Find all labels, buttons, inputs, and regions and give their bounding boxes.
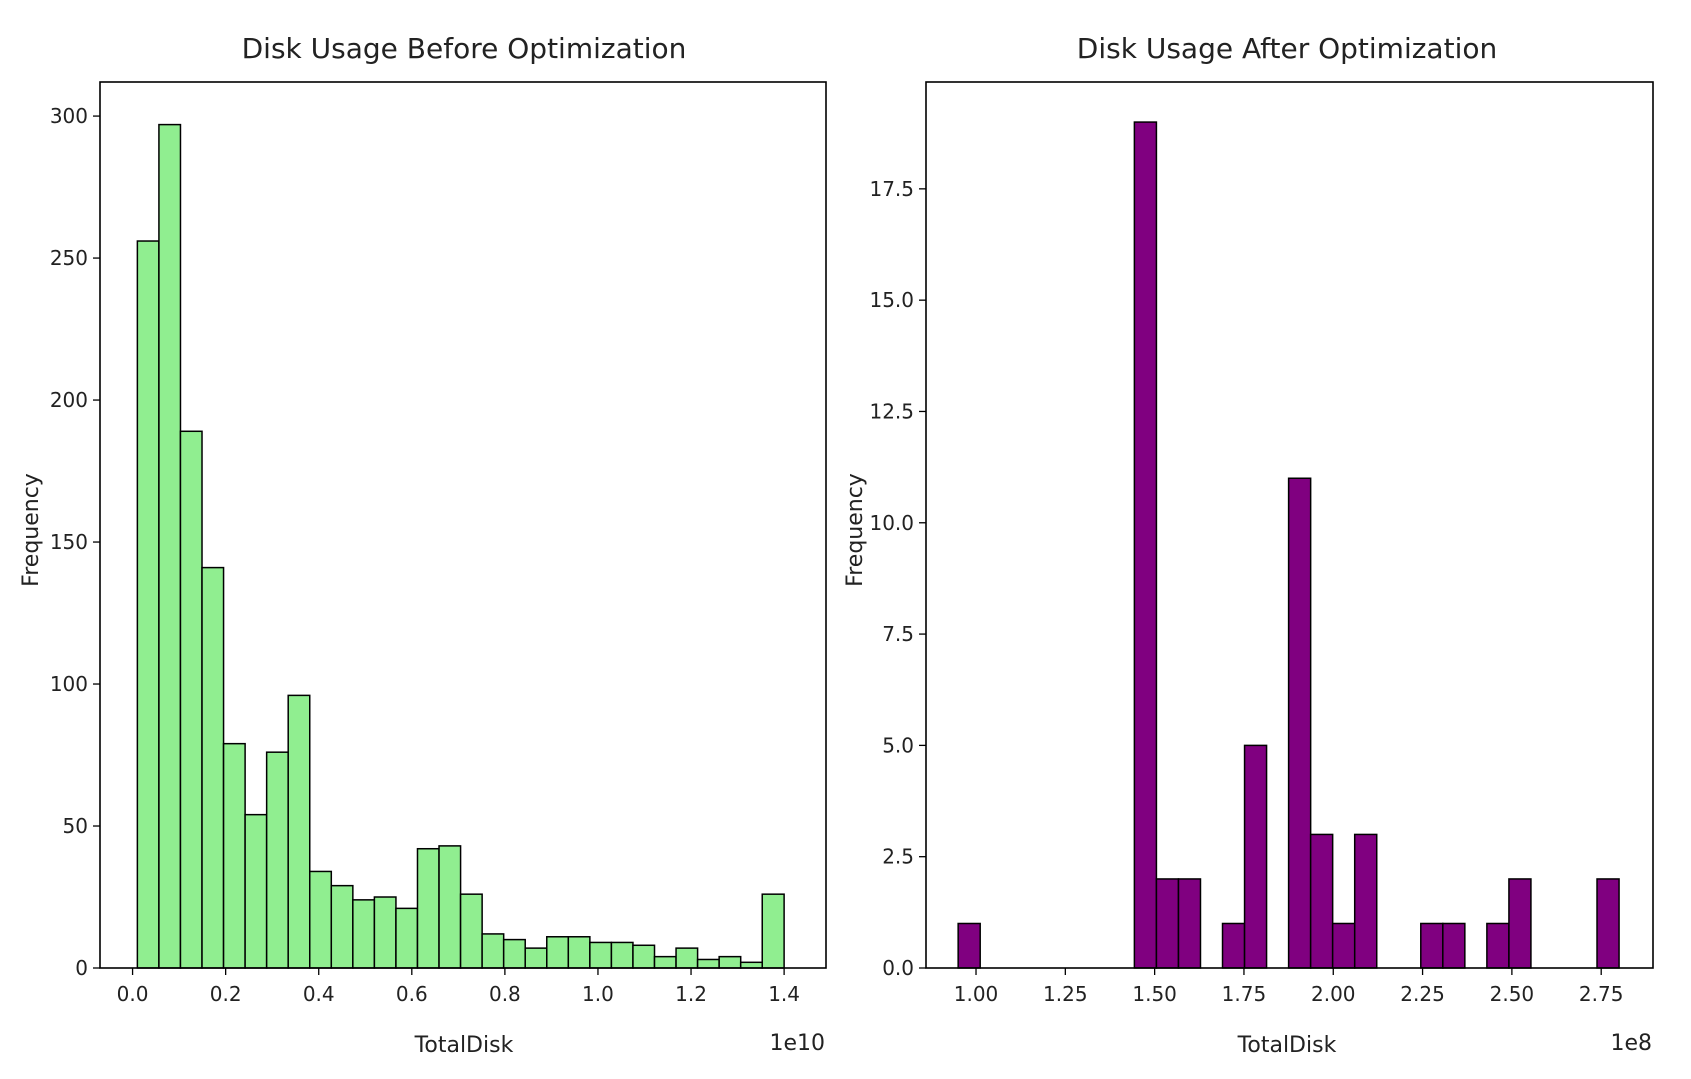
histogram-bar <box>222 742 246 969</box>
histogram-bar <box>718 955 742 969</box>
y-tick-label: 10.0 <box>869 511 914 535</box>
histogram-bar <box>309 870 333 969</box>
x-axis-label: TotalDisk <box>1237 1033 1337 1058</box>
histogram-bar <box>761 893 785 969</box>
left-histogram-panel: Disk Usage Before Optimization TotalDisk… <box>19 32 827 1058</box>
histogram-bar <box>1309 833 1334 969</box>
histogram-bar <box>524 947 548 969</box>
y-tick-label: 17.5 <box>869 177 914 201</box>
y-tick-label: 150 <box>50 530 88 554</box>
histogram-bar <box>696 958 720 969</box>
y-tick-label: 300 <box>50 104 88 128</box>
y-tick-label: 0.0 <box>882 956 914 980</box>
x-tick-label: 1.75 <box>1222 982 1267 1006</box>
x-tick-label: 0.6 <box>396 982 428 1006</box>
x-tick-label: 2.50 <box>1490 982 1535 1006</box>
x-tick-label: 1.0 <box>582 982 614 1006</box>
x-tick-label: 2.75 <box>1579 982 1624 1006</box>
y-tick-label: 15.0 <box>869 288 914 312</box>
histogram-bar <box>632 944 656 969</box>
y-tick-label: 200 <box>50 388 88 412</box>
right-histogram-panel: Disk Usage After Optimization TotalDisk … <box>843 32 1654 1058</box>
histogram-bar <box>1221 922 1246 969</box>
histogram-bar <box>1486 922 1510 969</box>
histogram-bar <box>675 947 699 969</box>
histogram-bar <box>373 896 397 969</box>
histogram-bar <box>589 941 613 969</box>
x-ticks: 1.00 1.25 1.50 1.75 2.00 2.25 2.50 2.75 <box>954 968 1624 1006</box>
histogram-bar <box>1177 878 1202 969</box>
x-tick-label: 1.2 <box>675 982 707 1006</box>
chart-title: Disk Usage After Optimization <box>1077 32 1497 65</box>
histogram-bar <box>201 566 225 969</box>
x-tick-label: 1.00 <box>954 982 999 1006</box>
histogram-bar <box>567 936 591 969</box>
y-tick-label: 12.5 <box>869 399 914 423</box>
bars-group <box>957 121 1620 969</box>
y-tick-label: 7.5 <box>882 622 914 646</box>
histogram-bar <box>265 751 289 969</box>
histogram-bar <box>287 694 311 969</box>
histogram-bar <box>1287 477 1312 969</box>
histogram-bar <box>416 847 440 969</box>
x-offset-label: 1e8 <box>1610 1031 1652 1056</box>
histogram-bar <box>1155 878 1180 969</box>
y-tick-label: 0 <box>75 956 88 980</box>
histogram-bar <box>352 899 376 969</box>
histogram-bar <box>179 430 203 969</box>
histogram-bar <box>330 884 354 969</box>
histogram-bar <box>136 240 160 969</box>
histogram-bar <box>653 955 677 969</box>
y-ticks: 0 50 100 150 200 250 300 <box>50 104 100 980</box>
x-tick-label: 1.50 <box>1132 982 1177 1006</box>
histogram-bar <box>395 907 419 969</box>
histogram-bar <box>739 961 763 969</box>
y-tick-label: 2.5 <box>882 845 914 869</box>
chart-title: Disk Usage Before Optimization <box>242 32 687 65</box>
plot-frame <box>925 81 1654 969</box>
histogram-bar <box>438 845 462 969</box>
y-tick-label: 50 <box>63 814 88 838</box>
histogram-bar <box>158 123 182 969</box>
histogram-bar <box>610 941 634 969</box>
histogram-bar <box>1133 121 1158 969</box>
x-tick-label: 0.0 <box>117 982 149 1006</box>
bars-group <box>136 123 785 969</box>
y-tick-label: 100 <box>50 672 88 696</box>
plot-frame <box>99 81 827 969</box>
y-tick-label: 5.0 <box>882 733 914 757</box>
histogram-bar <box>546 936 570 969</box>
histogram-bar <box>1508 878 1532 969</box>
histogram-bar <box>957 922 981 969</box>
x-tick-label: 2.00 <box>1311 982 1356 1006</box>
y-tick-label: 250 <box>50 246 88 270</box>
histogram-bar <box>1331 922 1356 969</box>
histogram-bar <box>502 938 526 969</box>
histogram-bar <box>1353 833 1378 969</box>
x-ticks: 0.0 0.2 0.4 0.6 0.8 1.0 1.2 1.4 <box>117 968 800 1006</box>
histogram-bar <box>459 893 483 969</box>
x-tick-label: 1.25 <box>1043 982 1088 1006</box>
histogram-bar <box>481 933 505 969</box>
x-tick-label: 1.4 <box>768 982 800 1006</box>
x-offset-label: 1e10 <box>769 1031 825 1056</box>
y-axis-label: Frequency <box>843 473 868 587</box>
histogram-bar <box>244 813 268 969</box>
histogram-bar <box>1596 878 1620 969</box>
x-tick-label: 2.25 <box>1400 982 1445 1006</box>
y-axis-label: Frequency <box>19 473 44 587</box>
histogram-bar <box>1243 744 1268 969</box>
x-tick-label: 0.4 <box>303 982 335 1006</box>
histogram-bar <box>1420 922 1444 969</box>
y-ticks: 0.0 2.5 5.0 7.5 10.0 12.5 15.0 17.5 <box>869 177 926 980</box>
histogram-bar <box>1442 922 1466 969</box>
x-axis-label: TotalDisk <box>414 1033 514 1058</box>
x-tick-label: 0.8 <box>489 982 521 1006</box>
x-tick-label: 0.2 <box>210 982 242 1006</box>
